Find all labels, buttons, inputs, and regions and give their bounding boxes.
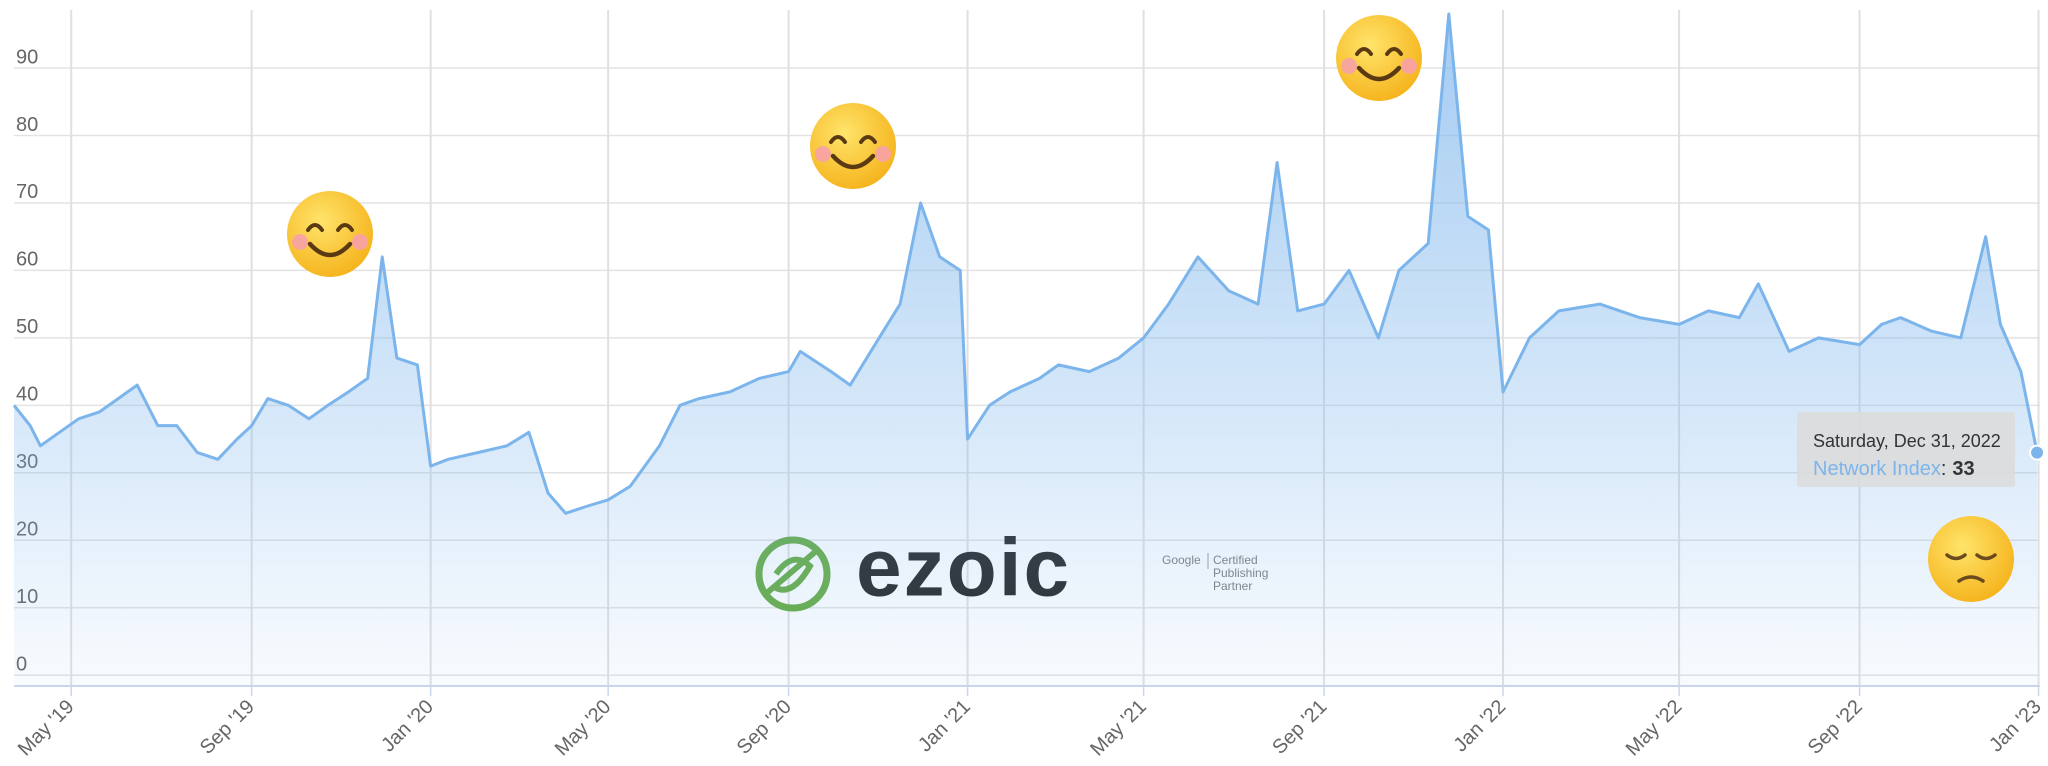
- x-tick-label: May '21: [1086, 696, 1151, 761]
- x-tick-label: Sep '20: [733, 696, 796, 759]
- emoji-eye: [829, 135, 877, 144]
- x-tick-label: May '22: [1622, 696, 1687, 761]
- tooltip-box: [1797, 412, 2015, 487]
- x-tick-label: Jan '22: [1450, 696, 1511, 757]
- series-name: Network Index: [1813, 458, 1941, 480]
- tooltip-value: Network Index: 33: [1813, 458, 1975, 480]
- emoji-mouth: [1957, 575, 1985, 583]
- emoji: [810, 103, 896, 189]
- y-tick-label: 80: [16, 114, 38, 136]
- x-tick-label: Sep '21: [1268, 696, 1331, 759]
- area: [14, 14, 2038, 686]
- separator: :: [1941, 458, 1947, 480]
- x-tick-label: Jan '21: [914, 696, 975, 757]
- tooltip-date: Saturday, Dec 31, 2022: [1813, 431, 2001, 451]
- x-tick-label: Sep '22: [1804, 696, 1867, 759]
- y-tick-label: 90: [16, 46, 38, 68]
- x-tick-label: Sep '19: [196, 696, 259, 759]
- y-tick-label: 60: [16, 249, 38, 271]
- emoji-cheek: [292, 234, 308, 250]
- hover-marker: [2029, 444, 2046, 461]
- value: 33: [1952, 458, 1974, 480]
- emoji-mouth: [307, 241, 353, 258]
- emoji: [1336, 15, 1422, 101]
- line: [12, 12, 2039, 515]
- x-tick-label: May '20: [551, 696, 616, 761]
- x-tick-label: May '19: [14, 696, 79, 761]
- emoji-eye: [1355, 47, 1403, 56]
- emoji-mouth: [830, 153, 876, 170]
- y-tick-label: 50: [16, 316, 38, 338]
- emoji-cheek: [1401, 58, 1417, 74]
- x-tick-label: Jan '20: [377, 696, 438, 757]
- emoji-eye: [1945, 553, 1997, 561]
- emoji-cheek: [875, 146, 891, 162]
- emoji-face: [287, 191, 373, 277]
- emoji-face: [810, 103, 896, 189]
- x-tick-label: Jan '23: [1985, 696, 2046, 757]
- y-tick-label: 40: [16, 384, 38, 406]
- emoji-face: [1928, 516, 2014, 602]
- y-tick-label: 70: [16, 181, 38, 203]
- tooltip: Saturday, Dec 31, 2022 Network Index: 33: [1797, 412, 2015, 487]
- emoji-cheek: [815, 146, 831, 162]
- emoji: [287, 191, 373, 277]
- emoji-mouth: [1356, 65, 1402, 82]
- emoji-cheek: [1341, 58, 1357, 74]
- emoji-face: [1336, 15, 1422, 101]
- emoji: [1928, 516, 2014, 602]
- emoji-cheek: [352, 234, 368, 250]
- emoji-eye: [306, 223, 354, 232]
